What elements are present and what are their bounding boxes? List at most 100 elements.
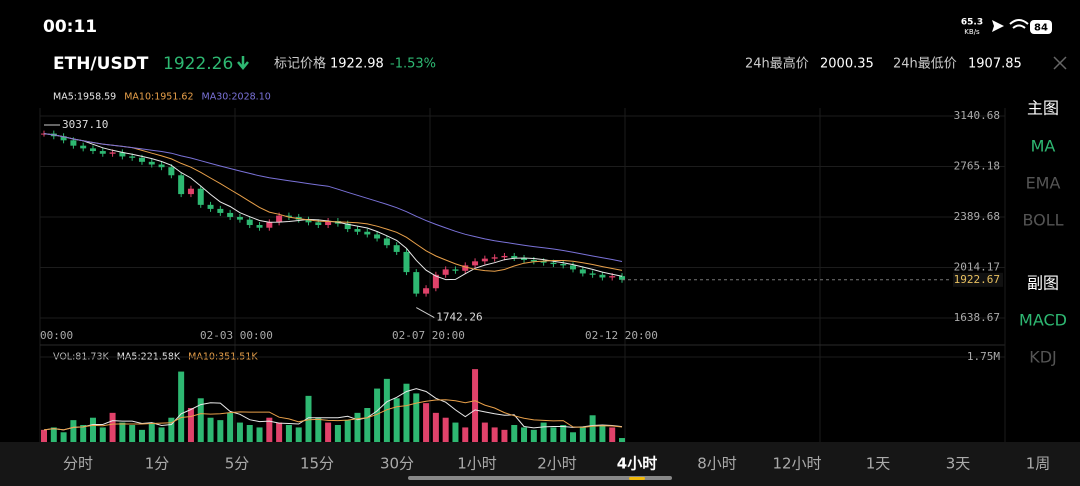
sidebar-option[interactable]: EMA [1026,174,1061,193]
volume-bar [178,371,185,442]
sidebar-title: 主图 [1027,99,1059,118]
timeframe-tab[interactable]: 2小时 [537,455,577,473]
timeframe-tab[interactable]: 3天 [946,455,971,473]
sidebar-option[interactable]: MACD [1019,311,1067,330]
candle [540,261,547,263]
timeframe-tab[interactable]: 1分 [145,455,170,473]
y-tick-label: 2014.17 [954,261,1000,274]
candle [325,220,332,226]
volume-bar [481,422,488,442]
candle [432,274,439,289]
high-label: 24h最高价 [745,56,809,72]
candle [364,231,371,235]
pair[interactable]: ETH/USDT [53,54,149,74]
volume-bar [70,420,77,442]
volume-bar [315,417,322,442]
candle [305,219,312,223]
ma-legend: MA30:2028.10 [202,92,271,103]
candle [530,259,537,262]
status-time: 00:11 [43,17,97,37]
volume-bar [227,412,234,442]
volume-bar [80,425,87,442]
high: 2000.35 [820,57,874,72]
change: -1.53% [390,57,436,72]
volume-bar [599,425,606,442]
vol-ma-line [43,388,623,431]
timeframe-tab[interactable]: 12小时 [772,455,821,473]
candle [442,269,449,275]
volume-bar [217,420,224,442]
sidebar-option[interactable]: BOLL [1022,211,1063,230]
volume-bar [197,398,204,442]
sidebar-option[interactable]: KDJ [1029,348,1057,367]
timeframe-tab[interactable]: 30分 [380,455,414,473]
ma-legend: MA10:1951.62 [124,92,193,103]
timeframe-tab[interactable]: 8小时 [697,455,737,473]
candle [168,167,175,176]
timeframe-tab[interactable]: 1周 [1026,455,1051,473]
volume-bar [432,412,439,442]
volume-bar [266,417,273,442]
volume-bar [452,422,459,442]
home-indicator [408,476,672,480]
candle [187,188,194,195]
vol-ma-line [43,399,623,431]
min-label: 1742.26 [436,311,482,324]
candle [550,262,557,265]
candle [207,204,214,209]
volume-bar [236,422,243,442]
candle [227,212,234,217]
candle [491,257,498,259]
candle [70,140,77,146]
candle [119,152,126,157]
net-unit: KB/s [964,28,980,36]
volume-bar [589,415,596,442]
volume-bar [119,422,126,442]
candle [197,188,204,205]
timeframe-tab[interactable]: 1小时 [457,455,497,473]
volume-bar [403,383,410,442]
volume-bar [246,425,253,442]
candle [521,257,528,260]
candle [276,215,283,223]
volume-bar [334,425,341,442]
volume-bar [50,427,57,442]
sidebar-option[interactable]: MA [1031,137,1056,156]
candle [579,269,586,274]
candle [570,265,577,270]
candle [158,164,165,168]
volume-bar [325,422,332,442]
timeframe-tab[interactable]: 5分 [225,455,250,473]
candle [236,216,243,220]
candle [481,258,488,262]
candle [511,255,518,258]
max-label: 3037.10 [62,118,108,131]
volume-bar [285,425,292,442]
volume-bar [579,427,586,442]
volume-bar [354,412,361,442]
volume-bar [570,432,577,442]
timeframe-tab[interactable]: 4小时 [617,455,657,473]
volume-bar [472,369,479,442]
y-tick-label: 1638.67 [954,311,1000,324]
y-tick-label: 2389.68 [954,210,1000,223]
mark-label: 标记价格 [274,56,326,72]
volume-bar [158,427,165,442]
tab-underline [629,477,645,480]
volume-bar [619,438,625,442]
candle [256,225,263,228]
volume-bar [276,422,283,442]
timeframe-tab[interactable]: 1天 [866,455,891,473]
timeframe-tab[interactable]: 分时 [63,455,93,473]
timeframe-tab[interactable]: 15分 [300,455,334,473]
candle [80,145,87,149]
y-tick-label: 2765.18 [954,159,1000,172]
candle [619,276,625,280]
candle [178,175,185,195]
close-button[interactable] [1053,56,1067,70]
volume-bar [550,427,557,442]
candle [374,234,381,239]
